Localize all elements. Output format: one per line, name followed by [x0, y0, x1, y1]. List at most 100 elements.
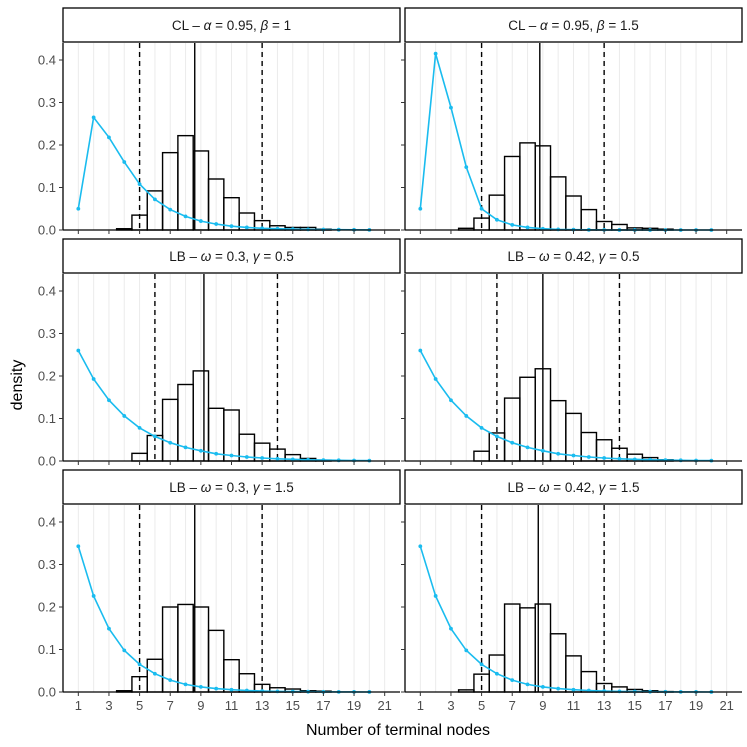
prior-point — [153, 434, 157, 439]
prior-point — [91, 115, 96, 120]
prior-point — [433, 51, 438, 56]
prior-point — [76, 544, 81, 549]
facet-strip-label: LB – ω = 0.42, γ = 0.5 — [507, 249, 639, 264]
prior-point — [449, 105, 453, 110]
prior-point — [275, 456, 280, 461]
prior-point — [464, 165, 469, 170]
x-tick-label: 13 — [255, 698, 269, 713]
strip-text-part: = 0.5 — [605, 249, 639, 264]
prior-point — [418, 348, 423, 353]
x-tick-label: 17 — [658, 698, 672, 713]
prior-point — [571, 687, 576, 692]
prior-point — [525, 682, 530, 687]
strip-param-symbol: γ — [253, 480, 261, 495]
strip-text-part: LB – — [507, 480, 539, 495]
panels: CL – α = 0.95, β = 10.00.10.20.30.4CL – … — [38, 7, 743, 713]
prior-point — [137, 182, 142, 187]
prior-point — [107, 398, 111, 403]
strip-param-symbol: γ — [599, 249, 607, 264]
prior-point — [198, 685, 203, 689]
prior-point — [632, 457, 637, 462]
prior-point — [495, 671, 499, 676]
strip-text-part: = 0.95, — [548, 18, 597, 33]
prior-point — [183, 682, 188, 687]
prior-point — [168, 440, 173, 445]
y-tick-label: 0.2 — [38, 369, 56, 384]
strip-text-part: LB – — [507, 249, 539, 264]
x-tick-label: 19 — [689, 698, 703, 713]
facet-strip-label: LB – ω = 0.3, γ = 1.5 — [169, 480, 294, 495]
strip-text-part: = 0.95, — [211, 18, 260, 33]
x-tick-label: 17 — [316, 698, 330, 713]
prior-line — [77, 350, 370, 462]
x-tick-label: 21 — [377, 698, 391, 713]
prior-point — [183, 445, 188, 450]
strip-text-part: = 0.3, — [211, 480, 253, 495]
facet-panel: LB – ω = 0.3, γ = 1.50.00.10.20.30.41 3 5 7… — [38, 469, 401, 713]
x-tick-label: 3 — [105, 698, 112, 713]
strip-text-part: CL – — [172, 18, 204, 33]
strip-text-part: = 1.5 — [605, 480, 639, 495]
facet-strip — [404, 469, 743, 505]
prior-point — [229, 453, 234, 458]
y-tick-label: 0.4 — [38, 53, 56, 68]
prior-point — [602, 456, 607, 460]
prior-point — [229, 687, 234, 692]
facet-panel: LB – ω = 0.3, γ = 0.5 0.0 0.1 0.2 0.3 0.4 — [38, 238, 401, 469]
strip-param-symbol: ω — [539, 249, 550, 264]
y-tick-label: 0.1 — [38, 411, 56, 426]
y-tick-label: 0.3 — [38, 326, 56, 341]
x-tick-label: 15 — [628, 698, 642, 713]
x-tick-label: 11 — [567, 698, 581, 713]
facet-panel: LB – ω = 0.42, γ = 0.5 — [401, 238, 743, 465]
prior-point — [525, 225, 530, 230]
prior-point — [91, 594, 96, 598]
prior-point — [464, 414, 469, 418]
prior-point — [510, 223, 515, 227]
prior-point — [479, 662, 484, 667]
y-tick-label: 0.1 — [38, 180, 56, 195]
prior-point — [556, 686, 561, 691]
prior-point — [214, 451, 219, 456]
strip-text-part: LB – — [169, 249, 201, 264]
facet-strip-label: CL – α = 0.95, β = 1.5 — [508, 18, 639, 33]
x-tick-label: 9 — [197, 698, 204, 713]
facet-strip-label: LB – ω = 0.42, γ = 1.5 — [507, 480, 639, 495]
prior-point — [244, 225, 249, 230]
y-axis-title: density — [9, 360, 26, 411]
prior-point — [137, 662, 142, 667]
x-axis-title: Number of terminal nodes — [306, 722, 490, 739]
x-tick-label: 15 — [286, 698, 300, 713]
y-tick-label: 0.0 — [38, 454, 56, 469]
y-tick-label: 0.1 — [38, 642, 56, 657]
facet-strip — [404, 238, 743, 274]
prior-point — [153, 197, 157, 202]
prior-point — [571, 453, 576, 458]
strip-param-symbol: ω — [201, 249, 212, 264]
prior-point — [153, 671, 157, 676]
prior-point — [260, 456, 265, 460]
prior-point — [122, 414, 127, 418]
prior-point — [290, 457, 295, 462]
prior-point — [214, 222, 219, 226]
prior-point — [418, 206, 423, 211]
strip-param-symbol: β — [260, 18, 269, 33]
prior-point — [76, 348, 81, 353]
strip-text-part: = 0.42, — [549, 249, 598, 264]
prior-point — [260, 226, 265, 231]
strip-text-part: = 1.5 — [260, 480, 294, 495]
prior-point — [495, 434, 499, 439]
strip-text-part: = 0.5 — [260, 249, 294, 264]
prior-point — [198, 219, 203, 223]
prior-point — [510, 440, 515, 445]
prior-point — [198, 448, 203, 453]
prior-point — [168, 678, 173, 682]
y-tick-label: 0.0 — [38, 223, 56, 238]
prior-point — [107, 626, 111, 631]
y-tick-label: 0.3 — [38, 95, 56, 110]
prior-point — [449, 626, 453, 631]
x-tick-label: 1 — [417, 698, 424, 713]
prior-point — [76, 206, 81, 211]
facet-strip — [62, 469, 401, 505]
x-tick-label: 13 — [597, 698, 611, 713]
